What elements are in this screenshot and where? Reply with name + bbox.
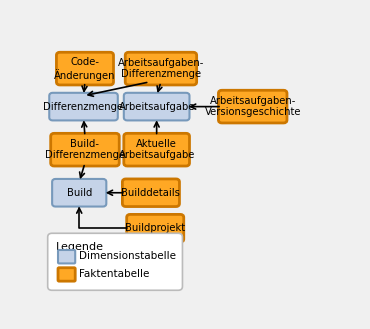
Text: Arbeitsaufgabe: Arbeitsaufgabe <box>118 102 195 112</box>
Text: Build-
Differenzmenge: Build- Differenzmenge <box>45 139 125 161</box>
Text: Aktuelle
Arbeitsaufgabe: Aktuelle Arbeitsaufgabe <box>118 139 195 161</box>
FancyBboxPatch shape <box>49 93 118 120</box>
FancyBboxPatch shape <box>57 52 114 85</box>
FancyBboxPatch shape <box>122 179 179 207</box>
FancyBboxPatch shape <box>48 233 182 290</box>
Text: Dimensionstabelle: Dimensionstabelle <box>79 251 176 261</box>
FancyBboxPatch shape <box>125 52 196 85</box>
Text: Differenzmenge: Differenzmenge <box>43 102 124 112</box>
Text: Code-
Änderungen: Code- Änderungen <box>54 57 116 81</box>
FancyBboxPatch shape <box>218 90 287 123</box>
Text: Arbeitsaufgaben-
Differenzmenge: Arbeitsaufgaben- Differenzmenge <box>118 58 204 79</box>
Text: Build: Build <box>67 188 92 198</box>
Text: Buildprojekt: Buildprojekt <box>125 223 185 233</box>
FancyBboxPatch shape <box>58 268 75 281</box>
Text: Arbeitsaufgaben-
Versionsgeschichte: Arbeitsaufgaben- Versionsgeschichte <box>205 96 301 117</box>
FancyBboxPatch shape <box>124 93 189 120</box>
FancyBboxPatch shape <box>52 179 106 207</box>
FancyBboxPatch shape <box>58 250 75 264</box>
Text: Builddetails: Builddetails <box>121 188 180 198</box>
FancyBboxPatch shape <box>127 215 184 242</box>
Text: Legende: Legende <box>56 241 104 252</box>
Text: Faktentabelle: Faktentabelle <box>79 269 149 279</box>
FancyBboxPatch shape <box>124 133 189 166</box>
FancyBboxPatch shape <box>51 133 119 166</box>
